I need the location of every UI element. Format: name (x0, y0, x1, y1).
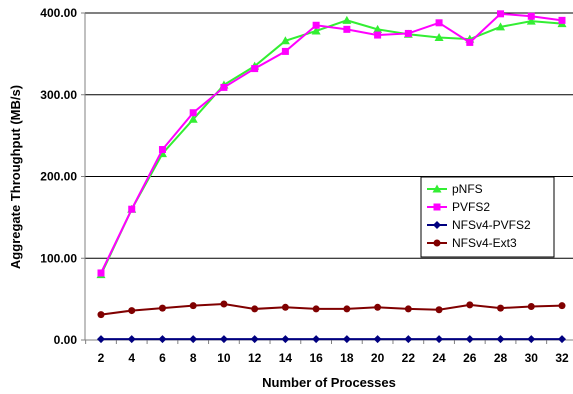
data-point (312, 305, 320, 313)
legend-label: NFSv4-PVFS2 (452, 218, 531, 232)
data-point (311, 26, 321, 35)
data-point (251, 65, 259, 73)
data-point (527, 335, 536, 344)
y-tick-label: 100.00 (40, 251, 77, 265)
legend-marker (432, 184, 442, 193)
x-tick-label: 2 (98, 351, 105, 365)
data-point (435, 306, 443, 314)
data-point (558, 16, 566, 24)
data-point (250, 335, 259, 344)
data-point (343, 305, 351, 313)
data-point (435, 19, 443, 27)
legend-label: NFSv4-Ext3 (452, 236, 517, 250)
data-point (158, 146, 166, 154)
data-point (128, 307, 136, 315)
x-tick-label: 26 (463, 351, 477, 365)
x-tick-label: 16 (309, 351, 323, 365)
data-point (188, 114, 198, 123)
legend-marker (433, 239, 441, 247)
x-tick-label: 10 (217, 351, 231, 365)
data-point (435, 335, 444, 344)
legend-label: PVFS2 (452, 200, 490, 214)
x-tick-label: 24 (432, 351, 446, 365)
x-tick-label: 18 (340, 351, 354, 365)
data-point (527, 12, 535, 20)
data-point (404, 335, 413, 344)
data-point (128, 205, 136, 213)
y-tick-labels: 0.00 100.00 200.00 300.00 400.00 (40, 6, 77, 347)
x-tick-label: 32 (555, 351, 569, 365)
data-point (158, 335, 167, 344)
x-axis-title: Number of Processes (262, 375, 396, 390)
x-tick-label: 20 (371, 351, 385, 365)
data-point (189, 302, 197, 310)
data-point (342, 335, 351, 344)
data-point (158, 304, 166, 312)
data-point (312, 335, 321, 344)
series-nfsv4-pvfs2 (97, 335, 566, 344)
data-point (526, 16, 536, 25)
data-point (497, 304, 505, 312)
x-tick-label: 8 (190, 351, 197, 365)
legend-label: pNFS (452, 182, 483, 196)
legend: pNFS PVFS2 NFSv4-PVFS2 NFSv4-Ext3 (420, 176, 555, 258)
data-point (97, 335, 105, 344)
x-tick-label: 14 (279, 351, 293, 365)
series-line (100, 303, 563, 316)
x-tick-labels: 2 4 6 8 10 12 14 16 18 20 22 24 26 28 30 32 (98, 351, 569, 365)
data-point (219, 335, 228, 344)
data-point (127, 335, 136, 344)
data-point (434, 33, 444, 42)
series-group (96, 10, 567, 344)
legend-marker (433, 221, 441, 229)
data-point (280, 36, 290, 45)
y-axis-title: Aggregate Throughput (MB/s) (8, 85, 23, 269)
data-point (251, 305, 259, 313)
y-tick-label: 300.00 (40, 88, 77, 102)
data-point (189, 335, 198, 344)
data-point (527, 302, 535, 310)
data-point (497, 10, 505, 18)
x-tick-label: 30 (525, 351, 539, 365)
data-point (374, 31, 382, 39)
data-point (97, 269, 105, 277)
data-point (281, 303, 289, 311)
data-point (466, 38, 474, 46)
x-tick-label: 4 (128, 351, 135, 365)
y-tick-label: 400.00 (40, 6, 77, 20)
series-line (100, 12, 563, 274)
data-point (373, 335, 382, 344)
x-tick-label: 6 (159, 351, 166, 365)
data-point (373, 24, 383, 33)
series-nfsv4-ext3 (97, 300, 566, 319)
x-tick-label: 12 (248, 351, 262, 365)
data-point (558, 335, 566, 344)
x-tick-label: 22 (402, 351, 416, 365)
y-tick-label: 0.00 (54, 333, 78, 347)
data-point (466, 301, 474, 309)
data-point (189, 109, 197, 117)
y-tick-label: 200.00 (40, 170, 77, 184)
data-point (496, 335, 505, 344)
legend-marker (433, 203, 441, 211)
data-point (404, 305, 412, 313)
data-point (281, 335, 290, 344)
data-point (220, 300, 228, 308)
x-tick-label: 28 (494, 351, 508, 365)
data-point (342, 15, 352, 24)
data-point (281, 47, 289, 55)
data-point (404, 29, 412, 37)
data-point (374, 303, 382, 311)
series-line (100, 19, 563, 276)
data-point (97, 311, 105, 319)
data-point (465, 335, 474, 344)
data-point (496, 22, 506, 31)
data-point (558, 302, 566, 310)
data-point (220, 83, 228, 91)
data-point (312, 21, 320, 29)
series-pvfs2 (97, 10, 566, 277)
data-point (343, 25, 351, 33)
